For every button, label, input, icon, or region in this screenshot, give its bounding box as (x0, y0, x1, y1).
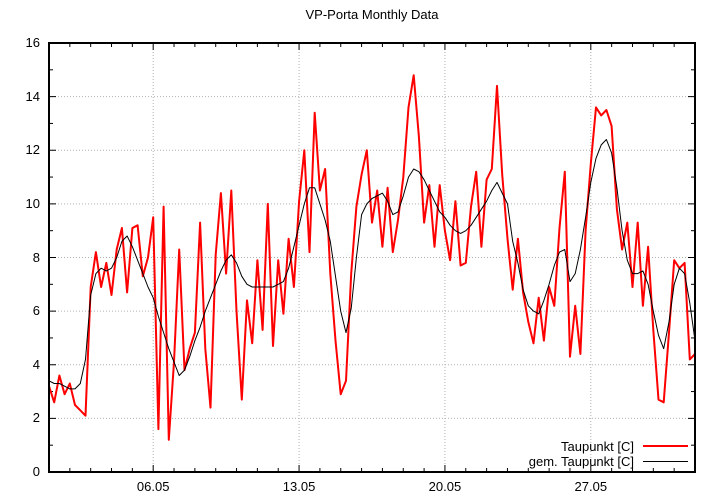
legend-line-sample-black (643, 460, 688, 462)
y-axis-tick-label: 4 (32, 356, 40, 372)
y-axis-tick-label: 10 (25, 195, 40, 211)
legend: Taupunkt [C] gem. Taupunkt [C] (528, 438, 688, 469)
legend-line-sample-red (643, 445, 688, 447)
x-axis-tick-label: 27.05 (574, 479, 608, 494)
y-axis-tick-label: 8 (32, 249, 40, 265)
y-axis-tick-label: 14 (25, 88, 40, 104)
x-axis-tick-label: 13.05 (282, 479, 316, 494)
legend-label-gem-taupunkt: gem. Taupunkt [C] (528, 453, 634, 469)
legend-entry-gem-taupunkt: gem. Taupunkt [C] (528, 453, 688, 469)
y-axis-tick-label: 6 (32, 303, 40, 319)
series-line-gem-taupunkt (48, 139, 696, 390)
y-axis-tick-label: 12 (25, 142, 40, 158)
legend-entry-taupunkt: Taupunkt [C] (529, 438, 688, 454)
x-axis-tick-label: 06.05 (136, 479, 170, 494)
legend-label-taupunkt: Taupunkt [C] (561, 438, 634, 454)
y-axis-tick-label: 16 (25, 35, 40, 50)
chart-title: VP-Porta Monthly Data (305, 7, 439, 22)
y-axis-tick-label: 0 (32, 464, 40, 479)
plot-border (48, 42, 696, 473)
x-axis-tick-label: 20.05 (428, 479, 462, 494)
y-axis-tick-label: 2 (32, 410, 40, 426)
